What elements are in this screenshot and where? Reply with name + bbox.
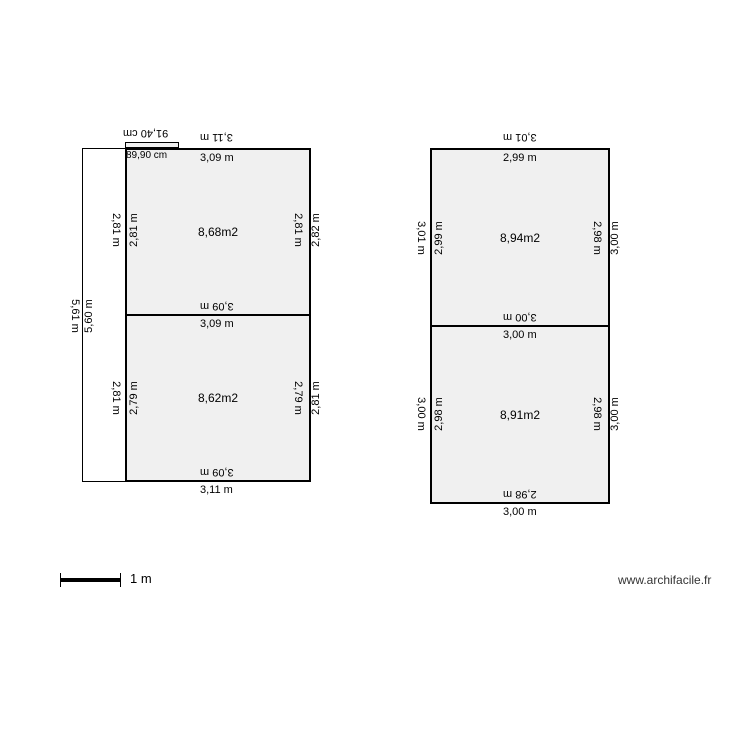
- dim-label: 2,81 m: [128, 213, 140, 247]
- room-area: 8,94m2: [500, 231, 540, 245]
- guide-line: [82, 481, 125, 482]
- dim-label: 2,81 m: [292, 213, 304, 247]
- dim-label: 3,09 m: [200, 318, 234, 330]
- dim-label: 89,90 cm: [126, 150, 167, 161]
- dim-label: 3,11 m: [200, 131, 233, 143]
- guide-line: [82, 148, 125, 149]
- dim-label: 91,40 cm: [123, 127, 168, 139]
- room-area: 8,62m2: [198, 391, 238, 405]
- dim-label: 3,00 m: [415, 397, 427, 431]
- dim-label: 2,81 m: [110, 381, 122, 415]
- dim-label: 3,11 m: [200, 484, 233, 496]
- dim-label: 2,81 m: [110, 213, 122, 247]
- dim-label: 2,79 m: [292, 381, 304, 415]
- dim-label: 2,81 m: [310, 381, 322, 415]
- dim-label: 3,01 m: [503, 131, 537, 143]
- dim-label: 3,01 m: [415, 221, 427, 255]
- dim-label: 5,60 m: [83, 299, 95, 333]
- room-area: 8,68m2: [198, 225, 238, 239]
- dim-label: 2,98 m: [591, 221, 603, 255]
- room-left-bottom: 8,62m2: [125, 314, 311, 482]
- dim-label: 3,09 m: [200, 300, 234, 312]
- dim-label: 2,99 m: [433, 221, 445, 255]
- dim-label: 2,82 m: [310, 213, 322, 247]
- room-area: 8,91m2: [500, 408, 540, 422]
- dim-label: 3,00 m: [503, 329, 537, 341]
- dim-label: 3,00 m: [503, 311, 537, 323]
- scale-label: 1 m: [130, 571, 152, 586]
- dim-label: 3,00 m: [609, 221, 621, 255]
- dim-label: 2,98 m: [433, 397, 445, 431]
- dim-label: 3,09 m: [200, 152, 234, 164]
- dim-label: 2,98 m: [503, 488, 537, 500]
- dim-label: 2,99 m: [503, 152, 537, 164]
- dim-label: 3,00 m: [503, 506, 537, 518]
- room-right-bottom: 8,91m2: [430, 325, 610, 504]
- dim-label: 5,61 m: [69, 299, 81, 333]
- dim-label: 3,00 m: [609, 397, 621, 431]
- scale-bar: [60, 578, 120, 582]
- dim-label: 2,98 m: [591, 397, 603, 431]
- room-left-top: 8,68m2: [125, 148, 311, 316]
- dim-label: 2,79 m: [128, 381, 140, 415]
- credit-link[interactable]: www.archifacile.fr: [618, 573, 711, 587]
- scale-tick: [60, 573, 61, 587]
- room-right-top: 8,94m2: [430, 148, 610, 327]
- scale-tick: [120, 573, 121, 587]
- dim-label: 3,09 m: [200, 466, 234, 478]
